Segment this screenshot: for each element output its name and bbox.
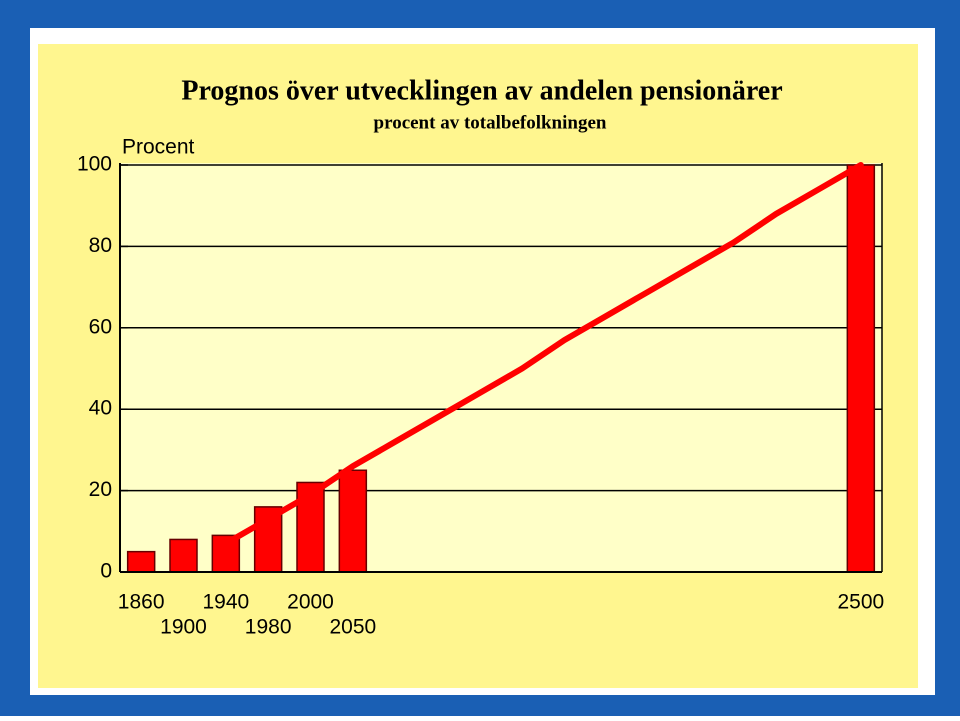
plot-area (120, 163, 882, 572)
bar (846, 164, 876, 573)
y-tick-label: 80 (89, 234, 112, 257)
bar (169, 538, 198, 573)
y-tick-label: 20 (89, 478, 112, 501)
x-tick-label: 2500 (837, 591, 884, 614)
chart-subtitle: procent av totalbefolkningen (374, 112, 607, 133)
y-tick-label: 60 (89, 315, 112, 338)
y-tick-label: 100 (77, 153, 112, 176)
x-tick-label: 1900 (160, 616, 207, 639)
y-axis-label: Procent (122, 136, 195, 159)
y-tick-label: 40 (89, 397, 112, 420)
bar (126, 550, 156, 573)
x-tick-label: 1860 (118, 591, 165, 614)
chart-title: Prognos över utvecklingen av andelen pen… (181, 75, 782, 106)
bar (338, 469, 368, 573)
x-tick-label: 2050 (329, 616, 376, 639)
x-tick-label: 1980 (245, 616, 292, 639)
trend-line (222, 162, 864, 547)
x-tick-label: 2000 (287, 591, 334, 614)
x-tick-label: 1940 (202, 591, 249, 614)
y-tick-label: 0 (100, 560, 112, 583)
